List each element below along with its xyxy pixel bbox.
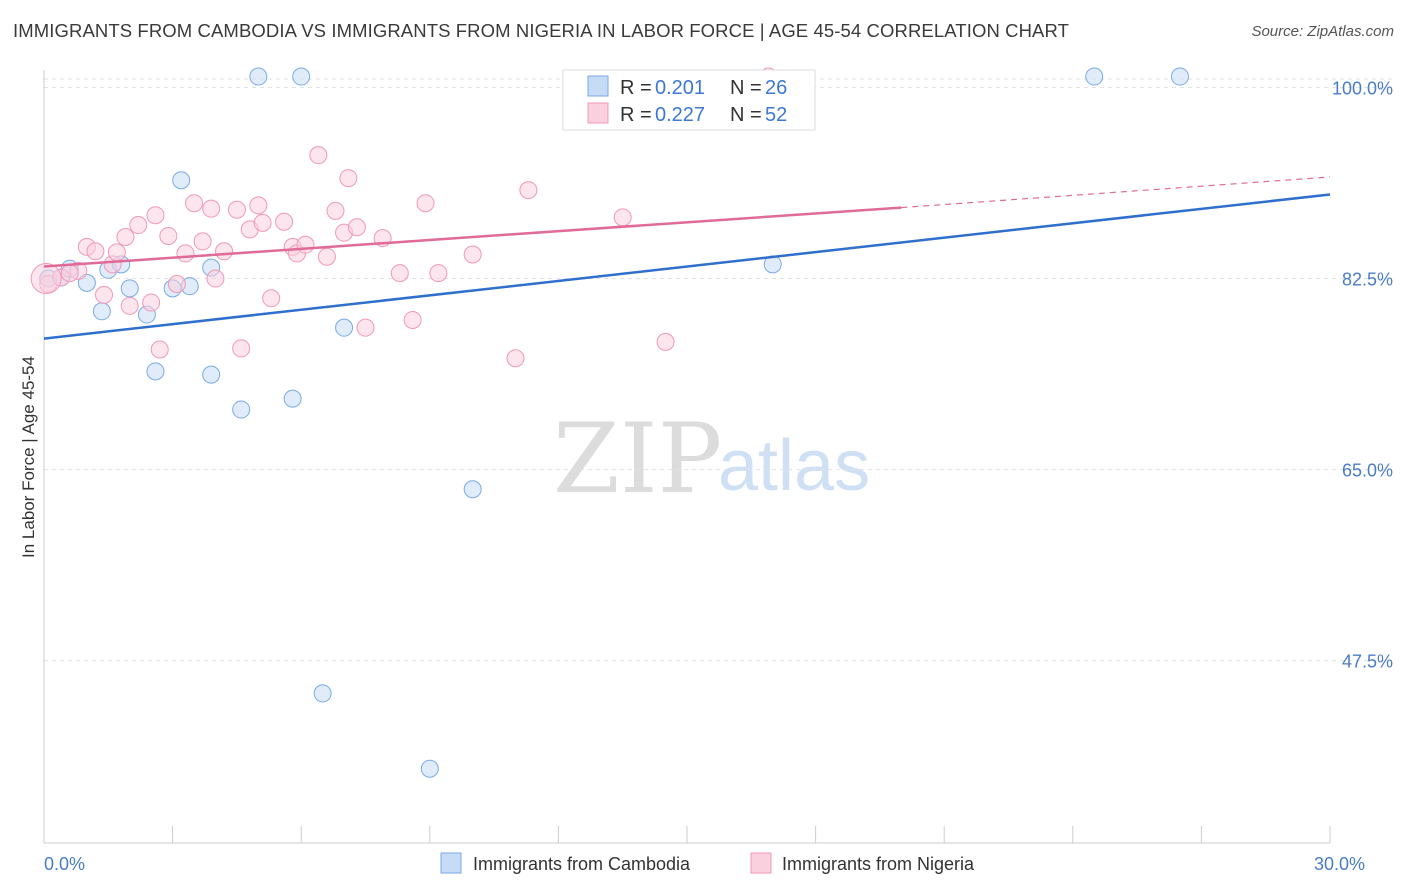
- legend-n-label-nigeria: N =: [730, 104, 762, 126]
- point-nigeria: [317, 247, 336, 266]
- point-nigeria: [202, 199, 221, 218]
- point-nigeria: [146, 206, 165, 225]
- point-nigeria: [86, 242, 105, 261]
- chart-title: IMMIGRANTS FROM CAMBODIA VS IMMIGRANTS F…: [13, 20, 1070, 41]
- point-nigeria: [403, 311, 422, 330]
- point-cambodia: [232, 400, 251, 419]
- point-cambodia: [146, 362, 165, 381]
- x-tick-label: 30.0%: [1314, 854, 1365, 874]
- watermark-zip: ZIP: [553, 403, 722, 515]
- point-cambodia: [283, 389, 302, 408]
- point-cambodia: [92, 302, 111, 321]
- gridlines: [44, 78, 1394, 662]
- point-nigeria: [429, 264, 448, 283]
- point-nigeria: [356, 318, 375, 337]
- point-cambodia: [292, 67, 311, 86]
- point-nigeria: [176, 244, 195, 263]
- y-tick-label: 47.5%: [1342, 652, 1393, 672]
- legend-n-value-nigeria: 52: [765, 104, 787, 126]
- point-nigeria: [253, 213, 272, 232]
- point-nigeria: [296, 235, 315, 254]
- point-cambodia: [420, 759, 439, 778]
- stats-legend: R = 0.201 N = 26 R = 0.227 N = 52: [562, 69, 816, 131]
- watermark-atlas: atlas: [718, 426, 870, 506]
- series-legend-swatch-cambodia: [440, 852, 462, 874]
- y-axis-label: In Labor Force | Age 45-54: [19, 356, 38, 558]
- point-nigeria: [227, 200, 246, 219]
- point-nigeria: [159, 226, 178, 245]
- x-tick-labels: 0.0% 30.0%: [44, 854, 1365, 874]
- point-nigeria: [215, 242, 234, 261]
- series-legend-label-cambodia: Immigrants from Cambodia: [473, 854, 691, 874]
- point-nigeria: [275, 212, 294, 231]
- point-nigeria: [60, 264, 79, 283]
- point-nigeria: [463, 245, 482, 264]
- point-nigeria: [193, 232, 212, 251]
- point-cambodia: [313, 684, 332, 703]
- point-nigeria: [309, 146, 328, 165]
- point-cambodia: [172, 171, 191, 190]
- watermark: ZIP atlas: [553, 403, 870, 515]
- point-nigeria: [232, 339, 251, 358]
- legend-swatch-cambodia: [587, 75, 609, 97]
- trend-extension-nigeria: [901, 176, 1331, 209]
- point-cambodia: [463, 480, 482, 499]
- trend-lines: [43, 176, 1331, 340]
- point-cambodia: [1170, 67, 1189, 86]
- point-nigeria: [390, 264, 409, 283]
- point-cambodia: [120, 279, 139, 298]
- point-nigeria: [107, 243, 126, 262]
- legend-r-value-nigeria: 0.227: [655, 104, 705, 126]
- point-nigeria: [347, 218, 366, 237]
- y-tick-label: 100.0%: [1332, 78, 1393, 98]
- point-nigeria: [95, 285, 114, 304]
- point-cambodia: [202, 365, 221, 384]
- legend-r-value-cambodia: 0.201: [655, 77, 705, 99]
- point-nigeria: [185, 194, 204, 213]
- point-nigeria: [142, 293, 161, 312]
- legend-n-label-cambodia: N =: [730, 77, 762, 99]
- point-nigeria: [120, 296, 139, 315]
- point-nigeria: [167, 274, 186, 293]
- point-nigeria: [326, 201, 345, 220]
- source-credit: Source: ZipAtlas.com: [1251, 23, 1394, 40]
- point-nigeria: [519, 181, 538, 200]
- point-cambodia: [249, 67, 268, 86]
- legend-r-label-cambodia: R =: [620, 77, 652, 99]
- point-nigeria: [249, 196, 268, 215]
- point-nigeria: [30, 263, 62, 295]
- point-nigeria: [613, 208, 632, 227]
- point-nigeria: [116, 228, 135, 247]
- point-nigeria: [416, 194, 435, 213]
- point-nigeria: [262, 289, 281, 308]
- legend-n-value-cambodia: 26: [765, 77, 787, 99]
- trend-line-cambodia: [43, 193, 1331, 340]
- point-nigeria: [129, 216, 148, 235]
- y-tick-label: 82.5%: [1342, 270, 1393, 290]
- legend-r-label-nigeria: R =: [620, 104, 652, 126]
- y-tick-label: 65.0%: [1342, 461, 1393, 481]
- series-legend-label-nigeria: Immigrants from Nigeria: [782, 854, 975, 874]
- point-nigeria: [339, 169, 358, 188]
- y-tick-labels: 100.0% 82.5% 65.0% 47.5%: [1332, 78, 1393, 671]
- point-nigeria: [656, 332, 675, 351]
- x-tick-label: 0.0%: [44, 854, 85, 874]
- point-nigeria: [206, 269, 225, 288]
- point-nigeria: [150, 340, 169, 359]
- series-legend: Immigrants from Cambodia Immigrants from…: [440, 852, 975, 874]
- point-cambodia: [335, 318, 354, 337]
- trend-line-nigeria: [43, 206, 902, 268]
- x-ticks: [43, 826, 1331, 843]
- legend-swatch-nigeria: [587, 102, 609, 124]
- point-cambodia: [1085, 67, 1104, 86]
- series-legend-swatch-nigeria: [750, 852, 772, 874]
- point-nigeria: [506, 349, 525, 368]
